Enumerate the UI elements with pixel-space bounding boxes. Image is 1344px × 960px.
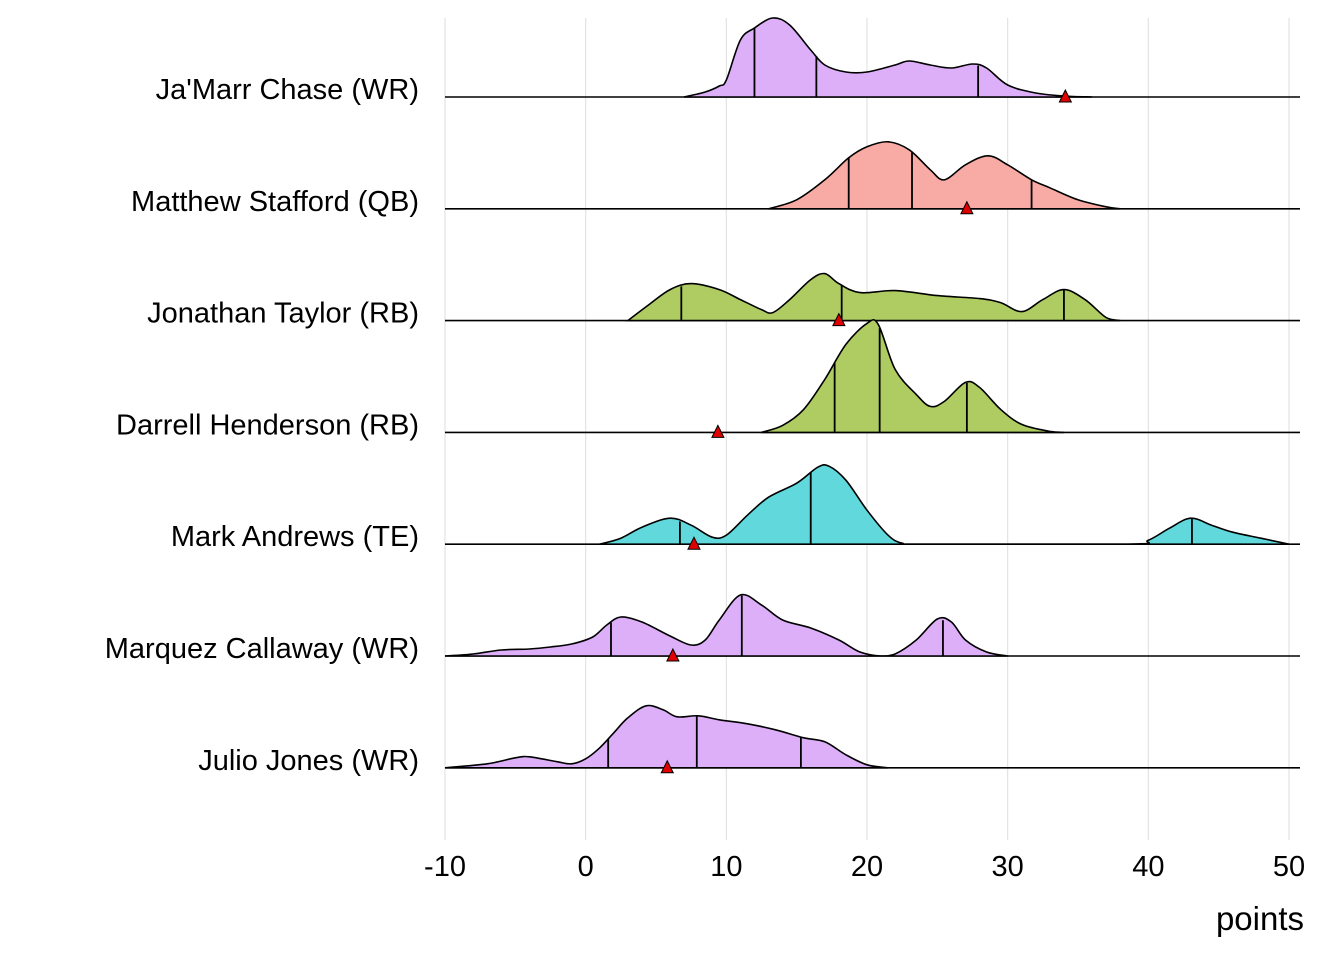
x-tick-label: 50 — [1273, 851, 1305, 883]
actual-points-marker — [832, 312, 846, 327]
y-axis-label: Marquez Callaway (WR) — [105, 633, 419, 665]
density-area — [761, 318, 1064, 434]
y-axis-label: Jonathan Taylor (RB) — [147, 298, 419, 330]
y-axis-label: Ja'Marr Chase (WR) — [156, 74, 419, 106]
ridge-1 — [445, 140, 1300, 215]
ridge-6 — [444, 704, 1300, 774]
x-tick-label: 0 — [578, 851, 594, 883]
actual-points-marker — [660, 759, 675, 774]
ridges — [444, 17, 1300, 774]
ridge-2 — [445, 272, 1300, 327]
x-tick-label: 10 — [710, 851, 742, 883]
x-axis-ticks: -10 0 10 20 30 40 50 — [424, 851, 1305, 883]
x-tick-label: 40 — [1132, 851, 1164, 883]
density-area — [444, 704, 889, 769]
ridge-4 — [445, 464, 1300, 550]
density-area — [683, 17, 1093, 98]
actual-points-marker — [687, 536, 701, 550]
density-area — [625, 272, 1121, 322]
density-area — [444, 593, 1008, 657]
x-tick-label: -10 — [424, 851, 466, 883]
actual-points-marker — [711, 424, 725, 438]
ridge-0 — [445, 17, 1300, 103]
y-axis-label: Mark Andrews (TE) — [171, 521, 419, 553]
x-tick-label: 20 — [851, 851, 883, 883]
ridge-5 — [444, 593, 1300, 662]
y-axis-label: Darrell Henderson (RB) — [116, 409, 419, 441]
density-area — [768, 140, 1121, 210]
actual-points-marker — [666, 647, 680, 662]
x-tick-label: 30 — [992, 851, 1024, 883]
y-axis-labels: Ja'Marr Chase (WR) Matthew Stafford (QB) J… — [105, 74, 419, 777]
actual-points-marker — [1058, 88, 1073, 103]
y-axis-label: Matthew Stafford (QB) — [131, 186, 419, 218]
density-area — [599, 464, 1290, 546]
y-axis-label: Julio Jones (WR) — [198, 745, 419, 777]
x-axis-title: points — [1216, 900, 1304, 937]
ridge-3 — [445, 318, 1300, 438]
actual-points-marker — [960, 200, 974, 215]
